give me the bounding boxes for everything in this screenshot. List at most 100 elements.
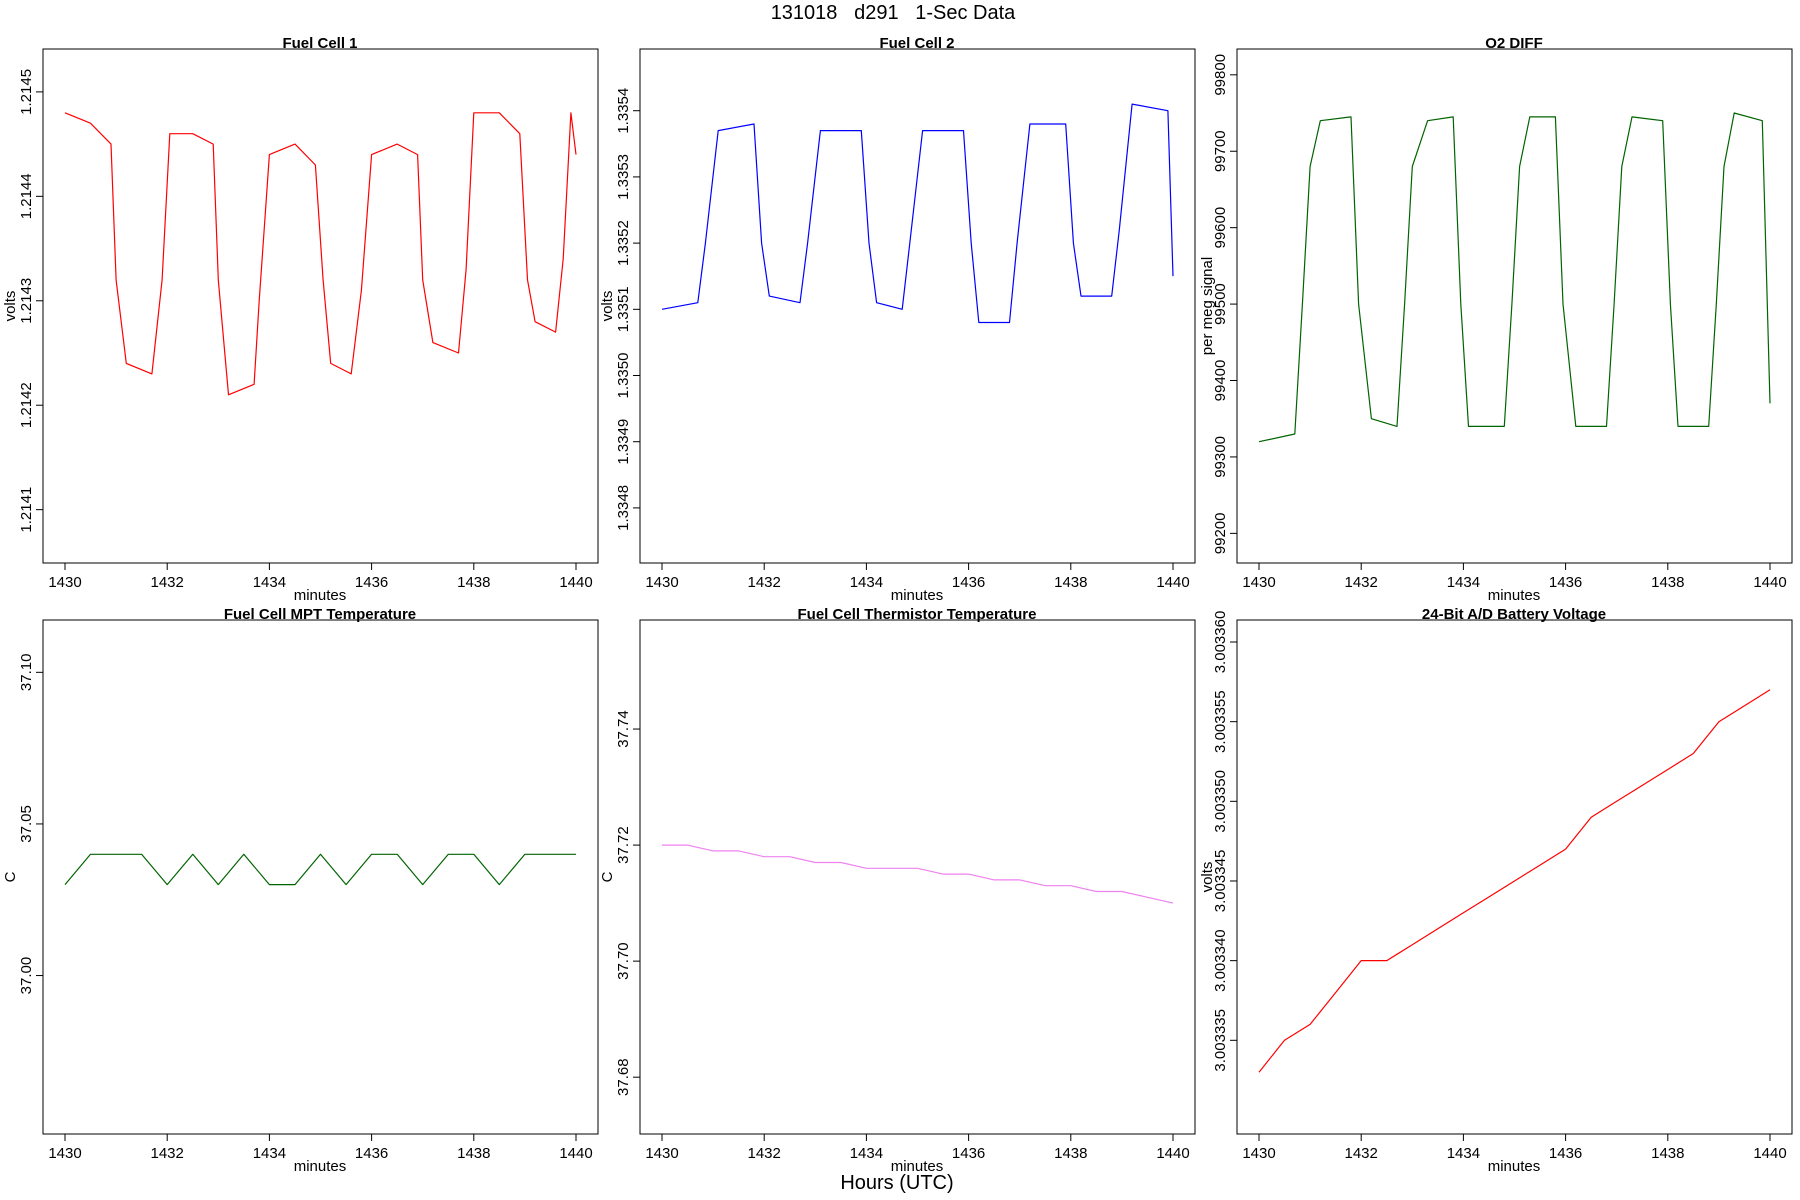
- y-tick-label: 1.2142: [18, 382, 35, 428]
- x-tick-label: 1438: [1054, 574, 1087, 591]
- x-tick-label: 1436: [355, 574, 388, 591]
- panel-title: O2 DIFF: [1485, 35, 1543, 52]
- panel-o2-diff: O2 DIFF minutes per meg signal 1430 1432 1…: [1199, 35, 1793, 604]
- x-tick-label: 1440: [1156, 1145, 1189, 1162]
- x-tick-label: 1436: [355, 1145, 388, 1162]
- y-tick-label: 3.003350: [1212, 770, 1229, 833]
- x-tick-label: 1436: [952, 1145, 985, 1162]
- x-tick-label: 1430: [645, 1145, 678, 1162]
- x-tick-label: 1436: [1549, 574, 1582, 591]
- plot-frame: [639, 619, 1196, 1135]
- y-axis-label: C: [2, 871, 19, 882]
- x-tick-label: 1440: [1156, 574, 1189, 591]
- x-tick-label: 1438: [457, 1145, 490, 1162]
- panel-battery-voltage: 24-Bit A/D Battery Voltage minutes volts…: [1199, 606, 1793, 1175]
- series-line: [1258, 689, 1771, 1073]
- axis-ticks: 1430 1432 1434 1436 1438 1440 99200 99300 99400 9…: [1212, 54, 1787, 591]
- x-tick-label: 1434: [1447, 574, 1480, 591]
- panel-title: Fuel Cell 1: [282, 35, 357, 52]
- series-line: [1258, 112, 1771, 443]
- y-tick-label: 37.00: [18, 957, 35, 995]
- plot-area: [1258, 112, 1771, 443]
- y-axis-label: volts: [599, 291, 616, 322]
- x-tick-label: 1434: [850, 574, 883, 591]
- y-tick-label: 3.003360: [1212, 611, 1229, 674]
- y-tick-label: 37.74: [615, 710, 632, 748]
- y-tick-label: 3.003345: [1212, 850, 1229, 913]
- x-tick-label: 1432: [1345, 574, 1378, 591]
- plot-area: [64, 853, 576, 886]
- plot-frame: [42, 619, 599, 1135]
- y-axis-label: C: [599, 871, 616, 882]
- plot-area: [661, 103, 1174, 324]
- y-tick-label: 3.003340: [1212, 929, 1229, 992]
- x-tick-label: 1438: [1651, 574, 1684, 591]
- panel-fuel-cell-mpt-temperature: Fuel Cell MPT Temperature minutes C 1430…: [2, 606, 599, 1175]
- y-tick-label: 1.3348: [615, 485, 632, 531]
- x-tick-label: 1440: [559, 1145, 592, 1162]
- y-tick-label: 37.72: [615, 826, 632, 864]
- x-axis-label: minutes: [294, 1158, 347, 1175]
- y-tick-label: 1.2143: [18, 278, 35, 324]
- axis-ticks: 1430 1432 1434 1436 1438 1440 37.68 37.70 37.72 3…: [615, 710, 1190, 1162]
- y-tick-label: 37.70: [615, 942, 632, 980]
- y-tick-label: 99800: [1212, 54, 1229, 96]
- x-tick-label: 1430: [1242, 574, 1275, 591]
- plot-area: [64, 112, 577, 396]
- series-line: [64, 853, 576, 886]
- plot-frame: [42, 48, 599, 564]
- y-tick-label: 1.2141: [18, 487, 35, 533]
- y-axis-label: per meg signal: [1199, 257, 1216, 355]
- x-axis-label: minutes: [294, 587, 347, 604]
- y-tick-label: 99600: [1212, 207, 1229, 249]
- y-tick-label: 1.3353: [615, 154, 632, 200]
- panel-title: 24-Bit A/D Battery Voltage: [1422, 606, 1606, 623]
- y-tick-label: 1.3351: [615, 286, 632, 332]
- plot-frame: [1236, 48, 1793, 564]
- y-tick-label: 37.05: [18, 805, 35, 843]
- panel-title: Fuel Cell MPT Temperature: [224, 606, 416, 623]
- x-tick-label: 1434: [1447, 1145, 1480, 1162]
- y-tick-label: 1.2145: [18, 69, 35, 115]
- panel-title: Fuel Cell 2: [879, 35, 954, 52]
- y-tick-label: 1.3350: [615, 353, 632, 399]
- x-tick-label: 1438: [1651, 1145, 1684, 1162]
- x-tick-label: 1434: [253, 1145, 286, 1162]
- x-axis-label: minutes: [1488, 1158, 1541, 1175]
- x-tick-label: 1440: [1753, 574, 1786, 591]
- x-tick-label: 1436: [952, 574, 985, 591]
- x-tick-label: 1434: [253, 574, 286, 591]
- series-line: [661, 103, 1174, 324]
- x-tick-label: 1440: [559, 574, 592, 591]
- axis-ticks: 1430 1432 1434 1436 1438 1440 1.3348 1.3349 1.33…: [615, 88, 1190, 591]
- plot-frame: [1236, 619, 1793, 1135]
- axis-ticks: 1430 1432 1434 1436 1438 1440 1.2141 1.2142 1.21…: [18, 69, 593, 591]
- x-tick-label: 1438: [1054, 1145, 1087, 1162]
- y-tick-label: 99300: [1212, 436, 1229, 478]
- y-tick-label: 37.68: [615, 1058, 632, 1096]
- x-tick-label: 1436: [1549, 1145, 1582, 1162]
- x-axis-label: minutes: [1488, 587, 1541, 604]
- bottom-axis-title: Hours (UTC): [840, 1172, 953, 1194]
- plot-area: [1258, 689, 1771, 1073]
- x-tick-label: 1432: [1345, 1145, 1378, 1162]
- y-tick-label: 37.10: [18, 654, 35, 692]
- x-tick-label: 1438: [457, 574, 490, 591]
- x-tick-label: 1430: [1242, 1145, 1275, 1162]
- x-tick-label: 1432: [151, 574, 184, 591]
- series-line: [662, 844, 1174, 904]
- axis-ticks: 1430 1432 1434 1436 1438 1440 3.003335 3.003340…: [1212, 611, 1787, 1162]
- y-axis-label: volts: [1199, 862, 1216, 893]
- x-tick-label: 1432: [151, 1145, 184, 1162]
- page-title: 131018 d291 1-Sec Data: [771, 2, 1016, 24]
- plot-area: [662, 844, 1174, 904]
- y-tick-label: 99400: [1212, 360, 1229, 402]
- panel-fuel-cell-thermistor-temperature: Fuel Cell Thermistor Temperature minutes…: [599, 606, 1196, 1175]
- y-tick-label: 1.3349: [615, 419, 632, 465]
- panel-fuel-cell-1: Fuel Cell 1 minutes volts 1430 1432 1434 14…: [2, 35, 599, 604]
- x-tick-label: 1440: [1753, 1145, 1786, 1162]
- y-tick-label: 1.3354: [615, 88, 632, 134]
- x-tick-label: 1430: [48, 1145, 81, 1162]
- y-tick-label: 3.003335: [1212, 1009, 1229, 1072]
